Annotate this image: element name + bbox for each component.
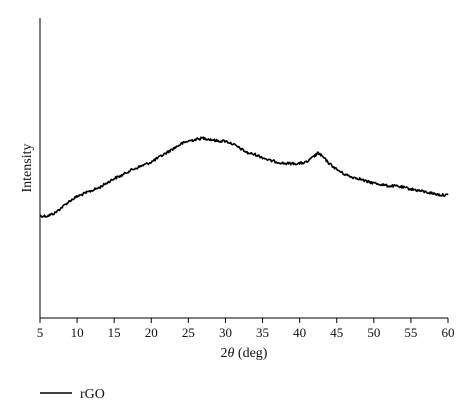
x-tick-label: 10 bbox=[71, 325, 84, 340]
legend-label-rgo: rGO bbox=[80, 387, 105, 402]
x-tick-label: 25 bbox=[182, 325, 195, 340]
x-tick-label: 5 bbox=[37, 325, 44, 340]
x-tick-label: 15 bbox=[108, 325, 121, 340]
legend: rGO bbox=[40, 387, 105, 402]
series-line-rgo bbox=[39, 136, 449, 219]
x-axis-title-symbol: θ bbox=[228, 346, 235, 361]
x-tick-label: 30 bbox=[219, 325, 232, 340]
y-axis-title: Intensity bbox=[20, 144, 35, 193]
x-tick-label: 55 bbox=[404, 325, 417, 340]
x-axis-title-prefix: 2 bbox=[221, 346, 228, 361]
x-ticks: 5 10 15 20 25 30 35 40 45 50 55 60 bbox=[37, 318, 455, 340]
x-tick-label: 60 bbox=[442, 325, 455, 340]
x-tick-label: 50 bbox=[367, 325, 380, 340]
x-tick-label: 40 bbox=[293, 325, 306, 340]
x-tick-label: 45 bbox=[330, 325, 343, 340]
x-axis-title: 2θ (deg) bbox=[221, 346, 268, 361]
x-tick-label: 35 bbox=[256, 325, 269, 340]
x-axis-title-unit: (deg) bbox=[234, 346, 267, 361]
x-tick-label: 20 bbox=[145, 325, 158, 340]
axes bbox=[39, 18, 448, 319]
